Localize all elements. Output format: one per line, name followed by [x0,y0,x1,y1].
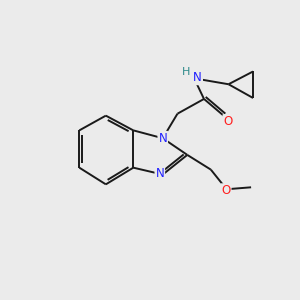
Text: N: N [158,132,167,145]
Text: O: O [224,115,233,128]
Text: O: O [221,184,231,197]
Text: H: H [182,67,190,77]
Text: N: N [193,71,202,84]
Text: N: N [155,167,164,180]
